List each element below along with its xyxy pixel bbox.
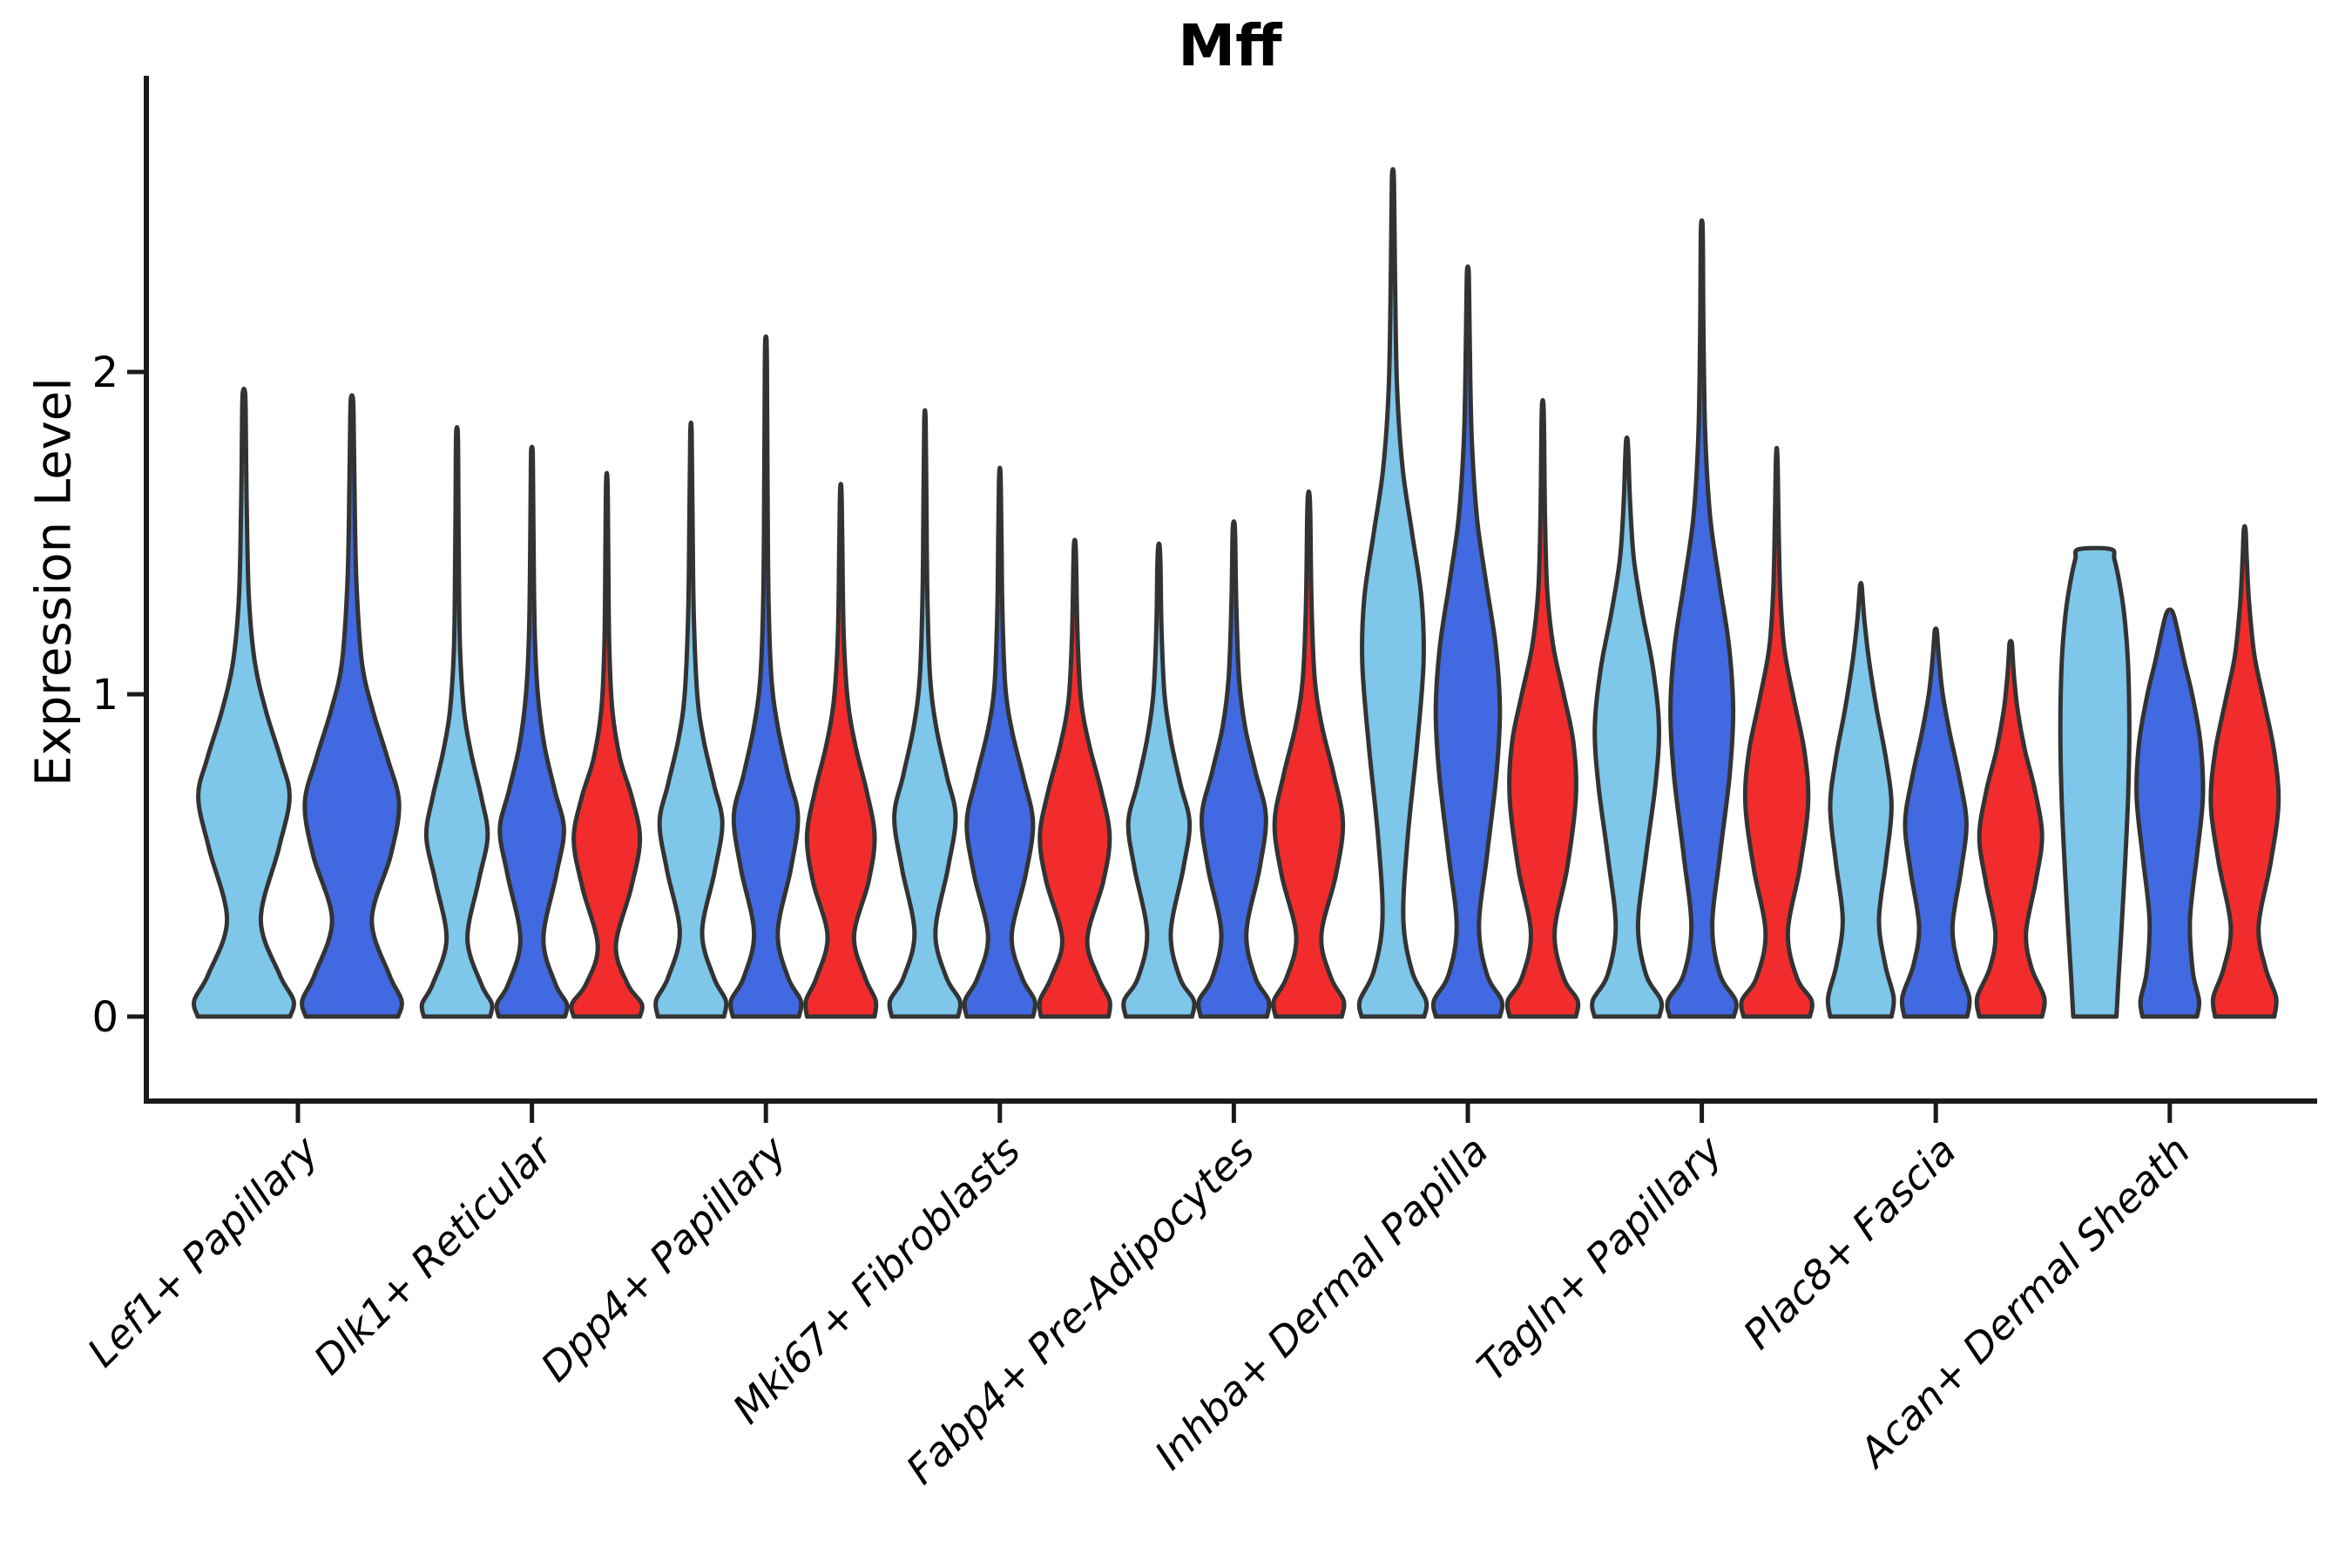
y-tick-label-1: 1 <box>91 671 118 720</box>
violin-dlk1-reticular-royal_blue <box>494 444 570 1019</box>
x-tick-label-2: Dpp4+ Papillary <box>531 1126 795 1390</box>
violin-dpp4-papillary-light_blue <box>653 420 729 1019</box>
violin-dpp4-papillary-royal_blue <box>728 334 804 1019</box>
violin-lef1-papillary-royal_blue <box>300 393 404 1019</box>
violin-mki67-fibroblasts-light_blue <box>887 408 963 1019</box>
violin-inhba-dermal-papilla-red <box>1504 397 1581 1019</box>
x-tick-label-7: Plac8+ Fascia <box>1734 1127 1965 1358</box>
violin-plac8-fascia-royal_blue <box>1899 626 1972 1019</box>
violin-inhba-dermal-papilla-royal_blue <box>1430 264 1505 1019</box>
violin-acan-dermal-sheath-light_blue <box>2058 545 2132 1019</box>
x-tick-label-0: Lef1+ Papillary <box>78 1126 328 1375</box>
violin-tagln-papillary-red <box>1739 445 1815 1019</box>
violin-tagln-papillary-royal_blue <box>1665 218 1739 1019</box>
x-tick-label-1: Dlk1+ Reticular <box>305 1125 564 1383</box>
y-tick-label-2: 2 <box>91 348 118 397</box>
x-tick-label-6: Tagln+ Papillary <box>1468 1126 1732 1390</box>
violin-mki67-fibroblasts-red <box>1037 537 1112 1019</box>
violin-mki67-fibroblasts-royal_blue <box>962 465 1037 1019</box>
violin-acan-dermal-sheath-red <box>2208 524 2281 1019</box>
violin-dlk1-reticular-light_blue <box>419 424 495 1019</box>
violin-fabp4-pre-adipocytes-royal_blue <box>1196 519 1272 1019</box>
violin-fabp4-pre-adipocytes-red <box>1271 489 1347 1019</box>
violin-tagln-papillary-light_blue <box>1590 435 1665 1019</box>
violin-dlk1-reticular-red <box>569 470 645 1019</box>
violin-acan-dermal-sheath-royal_blue <box>2134 607 2206 1019</box>
violin-fabp4-pre-adipocytes-light_blue <box>1121 541 1197 1019</box>
violin-lef1-papillary-light_blue <box>192 386 296 1019</box>
violin-dpp4-papillary-red <box>803 482 879 1019</box>
y-tick-label-0: 0 <box>91 993 118 1042</box>
chart-title: Mff <box>1178 12 1282 79</box>
violin-inhba-dermal-papilla-light_blue <box>1356 166 1429 1019</box>
violin-plac8-fascia-light_blue <box>1825 580 1896 1019</box>
violin-plac8-fascia-red <box>1974 639 2047 1019</box>
